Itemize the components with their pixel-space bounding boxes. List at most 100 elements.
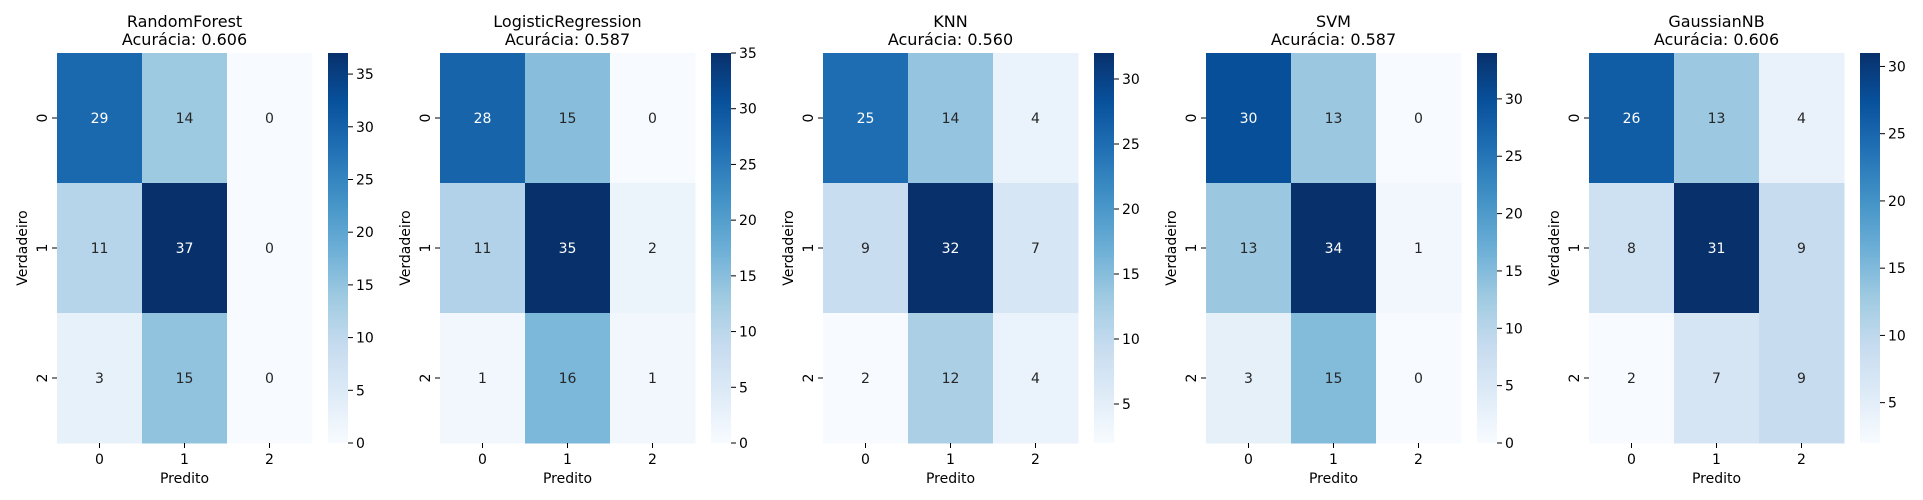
heatmap-cell — [525, 53, 611, 184]
colorbar-tick-label: 20 — [1122, 202, 1140, 218]
y-tick-label: 0 — [1567, 114, 1583, 123]
heatmap-cell — [1206, 313, 1292, 444]
cell-value-label: 0 — [265, 371, 274, 387]
y-tick-label: 0 — [35, 114, 51, 123]
cell-value-label: 1 — [1414, 241, 1423, 257]
y-axis-label: Verdadeiro — [15, 210, 31, 285]
colorbar-tick-label: 10 — [1888, 328, 1906, 344]
x-tick-label: 1 — [563, 452, 572, 468]
heatmap-cell — [1674, 53, 1760, 184]
x-axis-label: Predito — [926, 471, 975, 487]
colorbar-tick-label: 20 — [1505, 207, 1523, 223]
cell-value-label: 0 — [265, 241, 274, 257]
heatmap-cell — [1291, 53, 1377, 184]
colorbar-tick-label: 20 — [356, 225, 374, 241]
cell-value-label: 14 — [942, 111, 960, 127]
colorbar — [1860, 53, 1880, 443]
cell-value-label: 31 — [1708, 241, 1726, 257]
colorbar-tick-label: 30 — [1888, 59, 1906, 75]
colorbar-tick-label: 15 — [356, 278, 374, 294]
cell-value-label: 2 — [861, 371, 870, 387]
cell-value-label: 15 — [176, 371, 194, 387]
chart-title: RandomForest — [127, 12, 242, 31]
y-axis-label: Verdadeiro — [398, 210, 414, 285]
heatmap-cell — [1376, 313, 1462, 444]
heatmap-cell — [440, 53, 526, 184]
colorbar-tick-label: 10 — [356, 331, 374, 347]
cell-value-label: 0 — [1414, 371, 1423, 387]
cell-value-label: 0 — [1414, 111, 1423, 127]
y-axis-label: Verdadeiro — [1164, 210, 1180, 285]
x-tick-label: 0 — [1244, 452, 1253, 468]
cell-value-label: 9 — [1797, 371, 1806, 387]
colorbar — [328, 53, 348, 443]
heatmap-cell — [57, 183, 143, 314]
cell-value-label: 35 — [559, 241, 577, 257]
cell-value-label: 2 — [648, 241, 657, 257]
y-axis-label: Verdadeiro — [1547, 210, 1563, 285]
colorbar-tick-label: 15 — [1122, 267, 1140, 283]
chart-subtitle: Acurácia: 0.587 — [1271, 30, 1396, 49]
heatmap-cell — [1589, 53, 1675, 184]
heatmap-cell — [1589, 183, 1675, 314]
y-tick-label: 0 — [1184, 114, 1200, 123]
cell-value-label: 28 — [474, 111, 492, 127]
heatmap-cell — [227, 313, 313, 444]
colorbar-tick-label: 25 — [1122, 137, 1140, 153]
heatmap-cell — [908, 313, 994, 444]
heatmap-cell — [1206, 183, 1292, 314]
cell-value-label: 34 — [1325, 241, 1343, 257]
colorbar — [1094, 53, 1114, 443]
heatmap-cell — [1206, 53, 1292, 184]
heatmap-cell — [610, 183, 696, 314]
cell-value-label: 11 — [91, 241, 109, 257]
cell-value-label: 4 — [1031, 111, 1040, 127]
heatmap-cell — [57, 53, 143, 184]
y-tick-label: 1 — [1567, 244, 1583, 253]
colorbar-tick-label: 10 — [1505, 321, 1523, 337]
chart-subtitle: Acurácia: 0.587 — [505, 30, 630, 49]
heatmap-cell — [525, 183, 611, 314]
cell-value-label: 26 — [1623, 111, 1641, 127]
colorbar-tick-label: 0 — [356, 436, 365, 452]
cell-value-label: 13 — [1708, 111, 1726, 127]
colorbar-tick-label: 30 — [1122, 72, 1140, 88]
x-tick-label: 0 — [478, 452, 487, 468]
heatmap-cell — [1589, 313, 1675, 444]
x-tick-label: 0 — [1627, 452, 1636, 468]
colorbar-tick-label: 25 — [1505, 149, 1523, 165]
cell-value-label: 14 — [176, 111, 194, 127]
cell-value-label: 2 — [1627, 371, 1636, 387]
heatmap-cell — [1759, 313, 1845, 444]
y-tick-label: 0 — [801, 114, 817, 123]
colorbar-tick-label: 15 — [739, 269, 757, 285]
colorbar-tick-label: 5 — [1505, 379, 1514, 395]
heatmap-cell — [993, 183, 1079, 314]
x-tick-label: 0 — [861, 452, 870, 468]
cell-value-label: 25 — [857, 111, 875, 127]
colorbar-tick-label: 10 — [1122, 332, 1140, 348]
colorbar-tick-label: 5 — [1122, 397, 1131, 413]
heatmap-cell — [908, 183, 994, 314]
colorbar-tick-label: 25 — [356, 172, 374, 188]
x-tick-label: 1 — [180, 452, 189, 468]
y-tick-label: 2 — [418, 374, 434, 383]
heatmap-cell — [1674, 313, 1760, 444]
heatmap-cell — [610, 53, 696, 184]
y-tick-label: 1 — [801, 244, 817, 253]
cell-value-label: 16 — [559, 371, 577, 387]
heatmap-cell — [525, 313, 611, 444]
heatmap-cell — [823, 53, 909, 184]
heatmap-cell — [823, 183, 909, 314]
colorbar-tick-label: 10 — [739, 325, 757, 341]
x-axis-label: Predito — [1692, 471, 1741, 487]
colorbar-tick-label: 35 — [739, 46, 757, 62]
heatmap-cell — [440, 183, 526, 314]
y-tick-label: 2 — [35, 374, 51, 383]
chart-title: LogisticRegression — [493, 12, 641, 31]
heatmap-cell — [142, 313, 228, 444]
